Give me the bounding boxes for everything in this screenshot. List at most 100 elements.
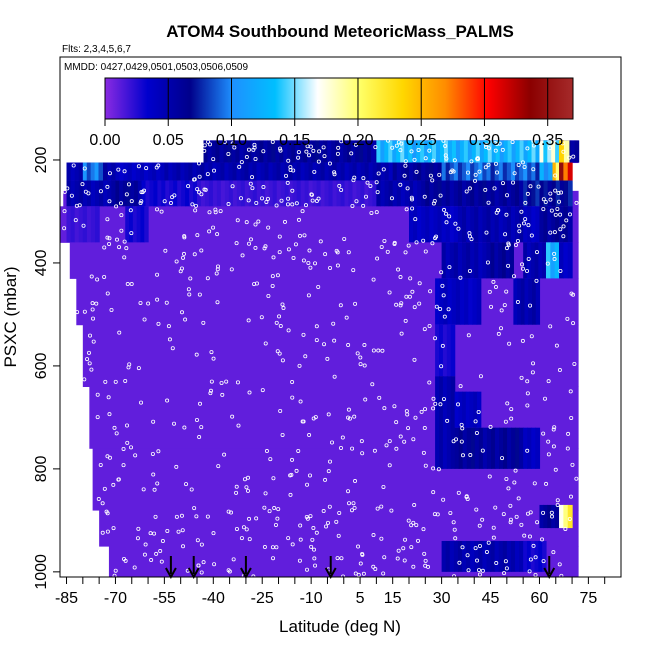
heatmap-cell: [442, 324, 448, 377]
heatmap-cell: [161, 180, 166, 207]
sample-point: [480, 517, 485, 522]
sample-point: [454, 437, 459, 442]
sample-point: [159, 209, 164, 214]
heatmap-cell: [126, 180, 131, 207]
heatmap-cell: [172, 162, 177, 181]
chart-title: ATOM4 Southbound MeteoricMass_PALMS: [166, 22, 514, 41]
sample-point: [469, 159, 474, 164]
heatmap-cell: [459, 140, 465, 163]
sample-point: [346, 407, 351, 412]
sample-point: [500, 181, 505, 186]
heatmap-cell: [348, 162, 354, 181]
sample-point: [246, 147, 251, 152]
sample-point: [332, 338, 337, 343]
heatmap-cell: [466, 427, 472, 469]
sample-point: [262, 246, 267, 251]
sample-point: [375, 190, 380, 195]
sample-point: [150, 451, 155, 456]
sample-point: [336, 145, 341, 150]
sample-point: [440, 283, 445, 288]
heatmap-cell: [547, 180, 553, 207]
sample-point: [510, 139, 515, 144]
heatmap-cell: [442, 376, 448, 469]
sample-point: [557, 199, 562, 204]
heatmap-cell: [291, 140, 296, 163]
sample-point: [196, 161, 201, 166]
sample-point: [373, 567, 378, 572]
sample-point: [453, 536, 458, 541]
sample-point: [218, 209, 223, 214]
heatmap-cell: [550, 242, 556, 279]
sample-point: [379, 536, 384, 541]
sample-point: [423, 156, 428, 161]
sample-point: [473, 419, 478, 424]
sample-point: [194, 352, 199, 357]
sample-point: [205, 172, 210, 177]
sample-point: [437, 172, 442, 177]
sample-point: [421, 450, 426, 455]
sample-point: [512, 171, 517, 176]
sample-point: [555, 498, 560, 503]
sample-point: [452, 574, 457, 577]
heatmap-cell: [144, 206, 149, 243]
heatmap-cell: [441, 540, 447, 572]
heatmap-cell: [462, 391, 467, 428]
sample-point: [551, 427, 556, 432]
sample-point: [368, 183, 373, 188]
sample-point: [570, 462, 575, 467]
sample-point: [106, 395, 111, 400]
heatmap-cell: [111, 162, 117, 181]
sample-point: [560, 141, 565, 146]
sample-point: [467, 186, 472, 191]
sample-point: [431, 396, 436, 401]
sample-point: [247, 241, 252, 246]
sample-point: [208, 391, 213, 396]
heatmap-cell: [276, 162, 282, 181]
heatmap-cell: [461, 162, 467, 181]
sample-point: [197, 435, 202, 440]
heatmap-cell: [180, 162, 185, 181]
sample-point: [376, 171, 381, 176]
sample-point: [129, 282, 134, 287]
sample-point: [460, 545, 465, 550]
sample-point: [103, 379, 108, 384]
heatmap-cell: [228, 162, 234, 181]
sample-point: [476, 157, 481, 162]
heatmap-cell: [328, 180, 334, 207]
sample-point: [336, 533, 341, 538]
heatmap-cell: [503, 140, 509, 163]
heatmap-cell: [380, 162, 386, 181]
heatmap-cell: [300, 162, 306, 181]
sample-point: [129, 231, 134, 236]
heatmap-cell: [351, 140, 356, 163]
heatmap-cell: [559, 242, 564, 279]
sample-point: [396, 548, 401, 553]
sample-point: [312, 556, 317, 561]
sample-point: [569, 291, 574, 296]
sample-point: [569, 415, 574, 420]
heatmap-cell: [384, 180, 390, 207]
sample-point: [288, 492, 293, 497]
heatmap-cell: [131, 162, 137, 181]
sample-point: [413, 217, 418, 222]
sample-point: [208, 388, 213, 393]
sample-point: [285, 180, 290, 185]
heatmap-cell: [539, 206, 544, 243]
sample-point: [451, 520, 456, 525]
heatmap-cell: [236, 180, 242, 207]
sample-point: [86, 350, 91, 355]
sample-point: [195, 538, 200, 543]
heatmap-cell: [263, 140, 268, 163]
sample-point: [375, 256, 380, 261]
sample-point: [493, 285, 498, 290]
sample-point: [528, 184, 533, 189]
sample-point: [133, 453, 138, 458]
sample-point: [290, 188, 295, 193]
sample-point: [294, 201, 299, 206]
heatmap-cell: [125, 206, 130, 243]
sample-point: [211, 225, 216, 230]
sample-point: [199, 192, 204, 197]
sample-point: [528, 557, 533, 562]
heatmap-cell: [535, 140, 541, 163]
colorbar-tick-label: 0.10: [216, 132, 247, 149]
